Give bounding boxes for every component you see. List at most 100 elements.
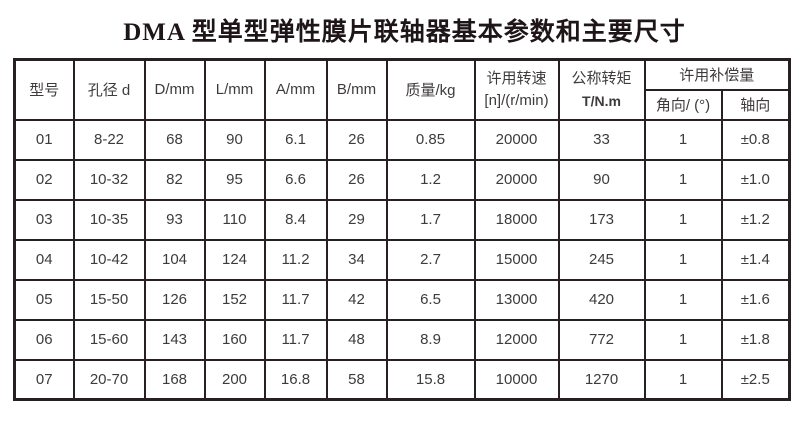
col-header-axial: 轴向 <box>720 88 791 121</box>
table-cell: 168 <box>143 358 206 401</box>
table-cell: 1 <box>643 358 723 401</box>
table-cell: 124 <box>203 238 266 281</box>
table-cell: 42 <box>325 278 388 321</box>
table-cell: 126 <box>143 278 206 321</box>
col-header-speed: 许用转速 [n]/(r/min) <box>473 58 560 121</box>
page-title: DMA 型单型弹性膜片联轴器基本参数和主要尺寸 <box>123 19 686 46</box>
col-header-torque-name: 公称转矩 <box>571 69 632 87</box>
table-cell: 04 <box>13 238 75 281</box>
table-cell: 90 <box>203 118 266 161</box>
table-cell: 10-32 <box>72 158 146 201</box>
table-row: 07 20-70 168 200 16.8 58 15.8 10000 1270 1 ±2.5 <box>13 358 791 401</box>
table-cell: 20-70 <box>72 358 146 401</box>
col-header-torque-unit: T/N.m <box>582 92 621 109</box>
table-cell: 34 <box>325 238 388 281</box>
col-header-a: A/mm <box>263 58 328 121</box>
table-cell: 05 <box>13 278 75 321</box>
table-cell: 01 <box>13 118 75 161</box>
col-header-bore: 孔径 d <box>72 58 146 121</box>
table-cell: ±1.4 <box>720 238 791 281</box>
table-cell: ±1.2 <box>720 198 791 241</box>
table-cell: 1 <box>643 278 723 321</box>
table-cell: 26 <box>325 118 388 161</box>
col-header-angular: 角向/ (°) <box>643 88 723 121</box>
table-cell: 8.4 <box>263 198 328 241</box>
table-cell: 1.2 <box>385 158 476 201</box>
table-row: 03 10-35 93 110 8.4 29 1.7 18000 173 1 ±1.2 <box>13 198 791 241</box>
table-cell: 200 <box>203 358 266 401</box>
table-cell: 02 <box>13 158 75 201</box>
table-cell: 15000 <box>473 238 560 281</box>
table-cell: 152 <box>203 278 266 321</box>
table-cell: 29 <box>325 198 388 241</box>
table-cell: 6.6 <box>263 158 328 201</box>
table-cell: 6.1 <box>263 118 328 161</box>
table-cell: ±1.8 <box>720 318 791 361</box>
table-header: 型号 孔径 d D/mm L/mm A/mm B/mm 质量/kg 许用转速 [… <box>13 58 791 121</box>
table-row: 06 15-60 143 160 11.7 48 8.9 12000 772 1 ±1.8 <box>13 318 791 361</box>
table-body: 01 8-22 68 90 6.1 26 0.85 20000 33 1 ±0.8 02 10-32 82… <box>13 118 791 401</box>
table-cell: 11.2 <box>263 238 328 281</box>
header-row-top: 型号 孔径 d D/mm L/mm A/mm B/mm 质量/kg 许用转速 [… <box>13 58 791 121</box>
table-cell: 143 <box>143 318 206 361</box>
table-cell: 8-22 <box>72 118 146 161</box>
table-cell: 1 <box>643 318 723 361</box>
col-header-compensation: 许用补偿量 <box>643 58 791 91</box>
table-cell: 58 <box>325 358 388 401</box>
table-row: 05 15-50 126 152 11.7 42 6.5 13000 420 1 ±1.6 <box>13 278 791 321</box>
col-header-torque: 公称转矩 T/N.m <box>557 58 646 121</box>
table-cell: 1.7 <box>385 198 476 241</box>
table-cell: ±0.8 <box>720 118 791 161</box>
table-cell: 772 <box>557 318 646 361</box>
table-cell: 18000 <box>473 198 560 241</box>
table-cell: 1 <box>643 118 723 161</box>
table-cell: 82 <box>143 158 206 201</box>
table-cell: 20000 <box>473 118 560 161</box>
table-cell: 68 <box>143 118 206 161</box>
spec-table: 型号 孔径 d D/mm L/mm A/mm B/mm 质量/kg 许用转速 [… <box>13 58 792 401</box>
col-header-mass: 质量/kg <box>385 58 476 121</box>
table-cell: 6.5 <box>385 278 476 321</box>
table-cell: 13000 <box>473 278 560 321</box>
table-cell: 245 <box>557 238 646 281</box>
table-cell: 03 <box>13 198 75 241</box>
table-cell: 26 <box>325 158 388 201</box>
table-cell: 06 <box>13 318 75 361</box>
table-cell: 16.8 <box>263 358 328 401</box>
table-cell: ±2.5 <box>720 358 791 401</box>
table-row: 01 8-22 68 90 6.1 26 0.85 20000 33 1 ±0.8 <box>13 118 791 161</box>
table-cell: 10000 <box>473 358 560 401</box>
table-cell: 15-50 <box>72 278 146 321</box>
table-cell: 1 <box>643 238 723 281</box>
col-header-b: B/mm <box>325 58 388 121</box>
table-cell: 1 <box>643 158 723 201</box>
table-cell: 173 <box>557 198 646 241</box>
table-cell: 11.7 <box>263 318 328 361</box>
header-row-sub: 角向/ (°) 轴向 <box>15 88 791 121</box>
table-cell: 90 <box>557 158 646 201</box>
table-row: 04 10-42 104 124 11.2 34 2.7 15000 245 1 ±1.4 <box>13 238 791 281</box>
table-cell: 20000 <box>473 158 560 201</box>
col-header-speed-name: 许用转速 <box>486 69 547 87</box>
table-cell: 12000 <box>473 318 560 361</box>
col-header-l: L/mm <box>203 58 266 121</box>
table-cell: 104 <box>143 238 206 281</box>
table-cell: 48 <box>325 318 388 361</box>
table-cell: 1270 <box>557 358 646 401</box>
table-cell: ±1.0 <box>720 158 791 201</box>
table-cell: 1 <box>643 198 723 241</box>
col-header-model: 型号 <box>13 58 75 121</box>
table-cell: 8.9 <box>385 318 476 361</box>
table-cell: 95 <box>203 158 266 201</box>
table-cell: 11.7 <box>263 278 328 321</box>
col-header-speed-unit: [n]/(r/min) <box>484 91 549 109</box>
col-header-d: D/mm <box>143 58 206 121</box>
table-cell: 10-42 <box>72 238 146 281</box>
table-cell: 0.85 <box>385 118 476 161</box>
table-cell: 2.7 <box>385 238 476 281</box>
table-cell: 33 <box>557 118 646 161</box>
table-cell: 110 <box>203 198 266 241</box>
table-cell: ±1.6 <box>720 278 791 321</box>
table-cell: 160 <box>203 318 266 361</box>
table-cell: 93 <box>143 198 206 241</box>
